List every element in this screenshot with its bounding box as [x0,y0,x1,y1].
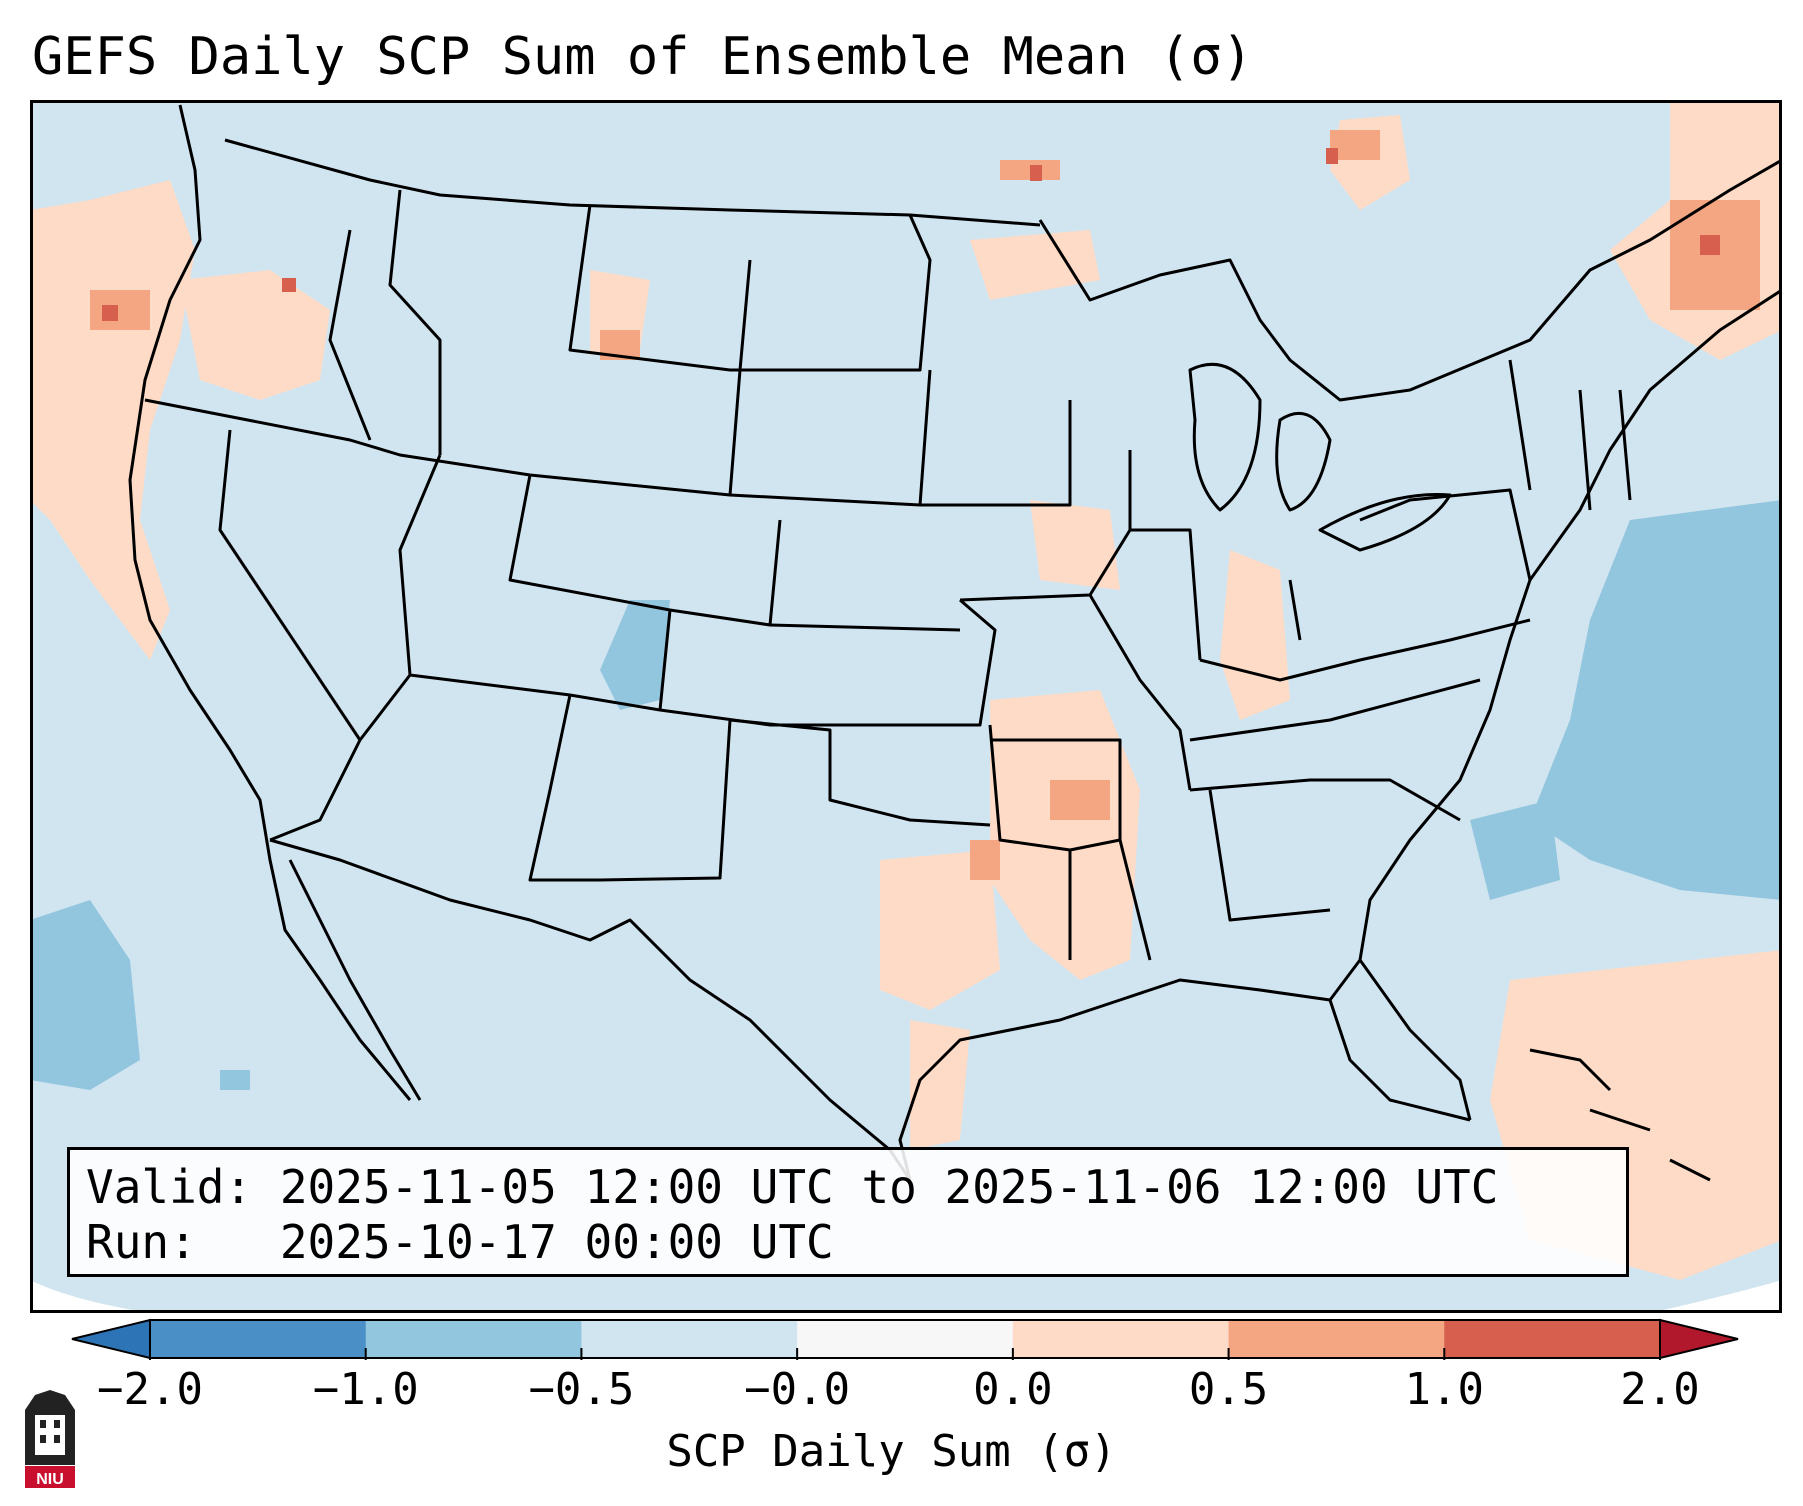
colorbar-extend-high [1659,1318,1739,1360]
svg-text:NIU: NIU [36,1471,64,1488]
map-title: GEFS Daily SCP Sum of Ensemble Mean (σ) [32,27,1253,87]
colorbar-tick-label: −0.0 [744,1364,851,1415]
positive-max-areas [102,148,1720,321]
colorbar-tick-label: −2.0 [97,1364,203,1415]
colorbar [71,1318,1739,1360]
colorbar-tick-label: 0.0 [973,1364,1053,1415]
map-frame [30,100,1782,1313]
colorbar-segment [581,1320,798,1358]
colorbar-tick-label: 2.0 [1620,1364,1700,1415]
colorbar-extend-low [71,1318,151,1360]
colorbar-tick-label: −0.5 [528,1364,635,1415]
colorbar-segment [1444,1320,1661,1358]
niu-logo: NIU [25,1390,75,1488]
colorbar-tick-label: −1.0 [312,1364,419,1415]
map-panel[interactable] [30,100,1782,1313]
map-boundaries [128,104,1782,1181]
valid-time-text: Valid: 2025-11-05 12:00 UTC to 2025-11-0… [86,1160,1499,1214]
colorbar-segment [1228,1320,1445,1358]
colorbar-segment [797,1320,1014,1358]
colorbar-segment [1012,1320,1230,1358]
colorbar-tick-label: 1.0 [1404,1364,1485,1415]
colorbar-segment [150,1320,367,1358]
colorbar-label-text: SCP Daily Sum (σ) [666,1426,1117,1477]
valid-time-box: Valid: 2025-11-05 12:00 UTC to 2025-11-0… [67,1147,1629,1277]
caribbean-islands [1529,1048,1711,1182]
positive-strong-areas [90,130,1760,880]
run-time-text: Run: 2025-10-17 00:00 UTC [86,1215,834,1269]
map-domain [30,100,1782,1313]
colorbar-label: SCP Daily Sum (σ) [0,1426,1803,1478]
colorbar-tick-label: 0.5 [1188,1364,1269,1415]
colorbar-segment [365,1320,582,1358]
map-canvas[interactable] [30,100,1782,1313]
negative-anomaly-areas [30,500,1782,1090]
colorbar-frame [149,1319,1661,1359]
